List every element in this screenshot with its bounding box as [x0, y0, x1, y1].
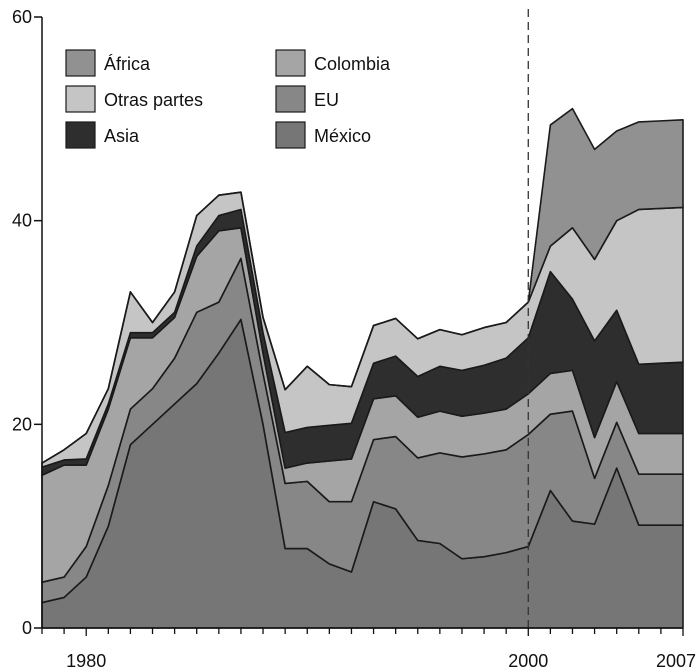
y-tick-label: 60	[12, 7, 32, 27]
legend: África Colombia Otras partes EU Asia México	[65, 49, 391, 149]
y-tick-label: 0	[22, 618, 32, 638]
x-tick-label: 2007	[656, 651, 696, 671]
legend-label-asia: Asia	[104, 126, 140, 146]
legend-label-eu: EU	[314, 90, 339, 110]
y-tick-label: 40	[12, 211, 32, 231]
legend-label-colombia: Colombia	[314, 54, 391, 74]
legend-swatch-colombia	[275, 49, 306, 77]
x-tick-label: 1980	[66, 651, 106, 671]
y-tick-label: 20	[12, 414, 32, 434]
legend-swatch-mexico	[275, 121, 306, 149]
legend-swatch-asia	[65, 121, 96, 149]
legend-label-mexico: México	[314, 126, 371, 146]
area-series-group	[41, 107, 684, 629]
legend-label-otras-partes: Otras partes	[104, 90, 203, 110]
legend-swatch-eu	[275, 85, 306, 113]
area-africa	[41, 107, 684, 464]
legend-swatch-africa	[65, 49, 96, 77]
legend-swatch-otras-partes	[65, 85, 96, 113]
axes-group: 1980 2000 2007 0 20 40 60	[12, 7, 696, 671]
legend-label-africa: África	[104, 54, 151, 74]
x-tick-label: 2000	[508, 651, 548, 671]
